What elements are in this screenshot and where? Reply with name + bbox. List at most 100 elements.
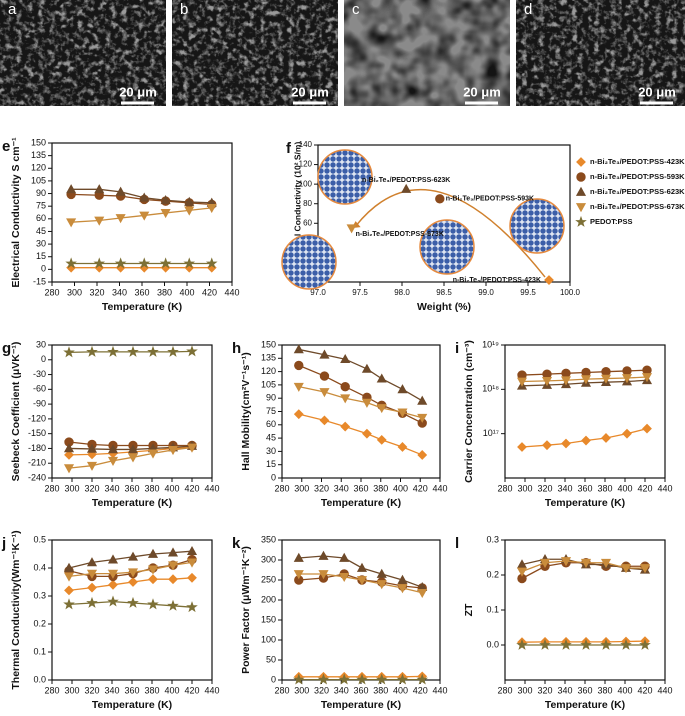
x-tick-label: 400 (179, 287, 194, 297)
data-point (293, 382, 304, 392)
panel-label: e (2, 138, 10, 155)
x-axis-label: Temperature (K) (92, 497, 172, 509)
particle-sphere (281, 234, 337, 290)
data-point (544, 275, 554, 285)
data-point (575, 186, 587, 196)
x-tick-label: 380 (144, 483, 159, 493)
data-point (516, 377, 528, 387)
data-point (339, 572, 350, 583)
y-tick-label: 15 (266, 459, 276, 469)
particle-sphere (509, 198, 565, 254)
data-point (186, 558, 198, 568)
x-tick-label: 340 (104, 483, 119, 493)
data-point (561, 368, 571, 378)
scale-bar-label: 20 μm (291, 84, 329, 99)
scale-bar-label: 20 μm (638, 84, 676, 99)
data-point (107, 345, 119, 357)
point-annotation: n-Bi₂Te₃/PEDOT:PSS-673K (356, 231, 444, 238)
data-point (397, 442, 408, 452)
data-point (64, 585, 74, 596)
x-axis-label: Temperature (K) (102, 301, 182, 313)
y-tick-label: 0 (271, 472, 276, 482)
y-tick-label: 150 (261, 339, 276, 349)
data-point (94, 184, 105, 194)
x-tick-label: 420 (184, 483, 199, 493)
y-axis-label: RT Electrical Conductivity (10² S/m) (292, 142, 302, 286)
y-tick-label: 0.4 (33, 562, 46, 572)
plot-frame (281, 539, 441, 681)
data-point (63, 598, 75, 610)
x-tick-label: 300 (64, 483, 79, 493)
data-point (600, 558, 612, 568)
data-point (339, 552, 350, 562)
y-tick-label: 300 (261, 554, 276, 564)
data-point (397, 384, 408, 394)
data-point (64, 449, 74, 460)
data-point (560, 638, 572, 650)
scale-bar-label: 20 μm (463, 84, 501, 99)
x-tick-label: 98.5 (436, 288, 452, 297)
data-point (159, 257, 172, 269)
x-axis-label: Temperature (K) (321, 699, 401, 711)
x-tick-label: 340 (112, 287, 127, 297)
data-point (63, 443, 75, 453)
data-point (86, 569, 98, 579)
y-tick-label: 60 (303, 218, 312, 227)
data-point (361, 398, 372, 408)
y-axis-label: Carrier Concentration (cm⁻³) (463, 340, 475, 483)
data-point (115, 186, 126, 196)
data-point (107, 444, 119, 454)
data-point (63, 562, 75, 572)
x-tick-label: 380 (597, 483, 612, 493)
sem-image-texture (172, 0, 338, 106)
x-tick-label: 380 (373, 685, 388, 695)
data-point (127, 453, 139, 463)
x-tick-label: 320 (314, 685, 329, 695)
data-point (107, 554, 119, 564)
data-point (362, 428, 372, 439)
y-tick-label: 0.3 (486, 534, 499, 544)
data-point (401, 183, 412, 193)
data-point (63, 572, 75, 582)
x-tick-label: 360 (124, 685, 139, 695)
x-tick-label: 340 (104, 685, 119, 695)
data-point (147, 548, 159, 558)
data-point (417, 450, 428, 460)
x-tick-label: 280 (44, 483, 59, 493)
x-tick-label: 340 (557, 483, 572, 493)
x-tick-label: 420 (637, 483, 652, 493)
x-tick-label: 280 (44, 287, 59, 297)
x-tick-label: 300 (517, 483, 532, 493)
data-point (580, 375, 592, 385)
legend-label: n-Bi₂Te₃/PEDOT:PSS-593K (590, 172, 685, 181)
data-point (581, 435, 591, 446)
data-point (318, 570, 329, 580)
x-tick-label: 400 (164, 483, 179, 493)
data-point (127, 568, 139, 578)
y-tick-label: 10¹⁸ (482, 384, 499, 394)
x-tick-label: 440 (204, 685, 219, 695)
data-point (318, 550, 329, 560)
data-point (65, 257, 77, 269)
panel-label: j (1, 535, 6, 552)
y-tick-label: -90 (33, 398, 46, 408)
data-point (340, 353, 351, 364)
x-tick-label: 300 (294, 685, 309, 695)
data-point (620, 638, 632, 650)
x-tick-label: 420 (637, 685, 652, 695)
panel-label: i (455, 340, 459, 357)
x-tick-label: 320 (314, 483, 329, 493)
particle-sphere (317, 149, 373, 205)
x-tick-label: 320 (537, 483, 552, 493)
data-point (114, 257, 127, 269)
x-tick-label: 380 (373, 483, 388, 493)
x-axis-label: Temperature (K) (545, 699, 625, 711)
data-point (147, 345, 159, 357)
sem-image-texture (344, 0, 510, 106)
image-label: c (352, 1, 360, 18)
data-point (417, 588, 428, 599)
data-point (576, 157, 586, 167)
x-tick-label: 97.0 (310, 288, 326, 297)
